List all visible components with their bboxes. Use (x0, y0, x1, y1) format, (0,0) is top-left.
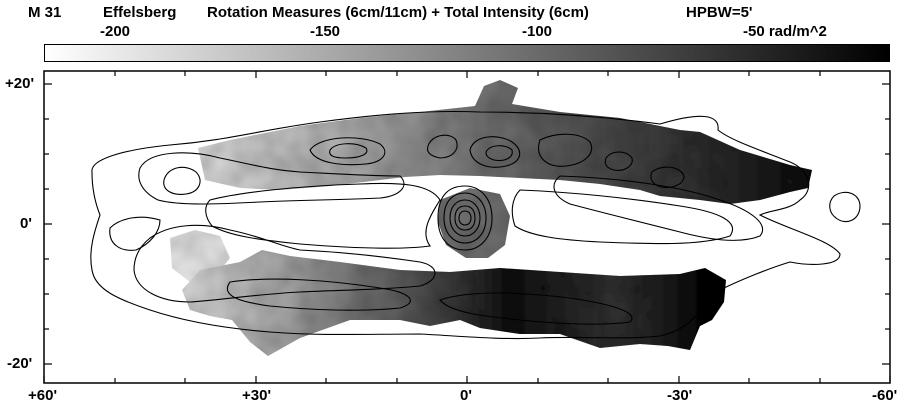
east-knot-contour (829, 191, 861, 223)
telescope-name: Effelsberg (103, 4, 177, 21)
x-tick-2: +30' (242, 387, 272, 404)
center-contour-2 (443, 192, 487, 244)
north-arm-patch (198, 80, 812, 204)
inner-hole-contour-east (511, 189, 733, 245)
north-blob-c-inner (485, 145, 513, 162)
center-contour-1 (437, 185, 493, 251)
center-contour-4 (454, 205, 476, 231)
x-tick-5: -60' (872, 387, 898, 404)
south-dark-contour (439, 292, 633, 325)
colorbar-label-4: -50 rad/m^2 (743, 23, 827, 40)
center-contour-5 (458, 210, 472, 226)
east-arm-contour (553, 175, 763, 241)
y-tick-middle: 0' (20, 215, 32, 232)
colorbar-label-3: -100 (522, 23, 553, 40)
y-axis-ticks (44, 83, 890, 365)
north-blob-f (650, 166, 685, 189)
nw-ring-contour (138, 152, 405, 205)
nw-blob-contour (163, 166, 201, 195)
colorbar-label-1: -200 (100, 23, 131, 40)
colorbar (44, 44, 890, 62)
west-ring-contour (133, 224, 436, 303)
north-blob-d (538, 133, 592, 167)
outer-contour (90, 110, 841, 340)
north-blob-b (426, 134, 458, 159)
object-name: M 31 (28, 4, 62, 21)
beam-size: HPBW=5' (686, 4, 753, 21)
colorbar-label-2: -150 (310, 23, 341, 40)
figure-title: Rotation Measures (6cm/11cm) + Total Int… (207, 4, 589, 21)
north-blob-e (604, 151, 633, 171)
sw-contour (109, 216, 161, 251)
y-tick-top: +20' (5, 75, 35, 92)
total-intensity-contours (90, 110, 861, 340)
inner-hole-contour (205, 182, 441, 249)
x-axis-ticks (43, 71, 891, 383)
x-tick-3: 0' (460, 387, 472, 404)
x-tick-4: -30' (667, 387, 693, 404)
north-blob-a-inner (329, 143, 368, 159)
north-blob-c (469, 136, 521, 168)
south-inner-contour (227, 278, 411, 311)
south-arm-patch (182, 250, 726, 356)
y-tick-bottom: -20' (7, 355, 33, 372)
center-contour-3 (449, 199, 481, 237)
north-blob-a (309, 137, 386, 166)
x-tick-1: +60' (28, 387, 58, 404)
